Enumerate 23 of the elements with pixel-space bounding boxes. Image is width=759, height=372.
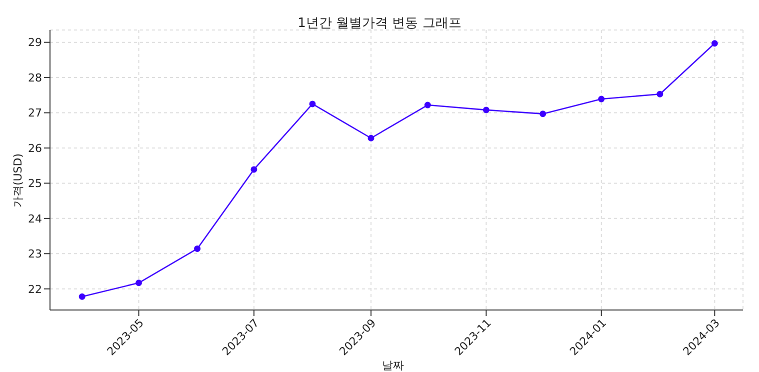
point: [540, 110, 546, 118]
point: [424, 102, 431, 108]
point: [598, 96, 605, 102]
point: [711, 40, 718, 47]
y-tick-label: 27: [28, 106, 42, 120]
point: [78, 293, 86, 300]
point: [250, 166, 258, 173]
point: [482, 106, 490, 114]
y-tick-label: 22: [28, 282, 42, 296]
x-axis-title: 날짜: [381, 358, 405, 372]
point: [309, 100, 316, 108]
point: [368, 134, 374, 142]
y-tick-label: 23: [28, 248, 42, 261]
point: [136, 280, 142, 286]
point: [194, 245, 201, 252]
y-axis-title: 가격(USD): [10, 152, 26, 210]
y-tick-label: 28: [28, 71, 42, 84]
chart-title: 1년간 월별가격 변동 그래프: [296, 15, 462, 32]
y-tick-label: 24: [28, 212, 42, 226]
point: [656, 90, 664, 98]
y-tick-label: 26: [28, 142, 42, 155]
y-tick-label: 25: [28, 177, 42, 190]
y-tick-label: 29: [28, 36, 42, 50]
